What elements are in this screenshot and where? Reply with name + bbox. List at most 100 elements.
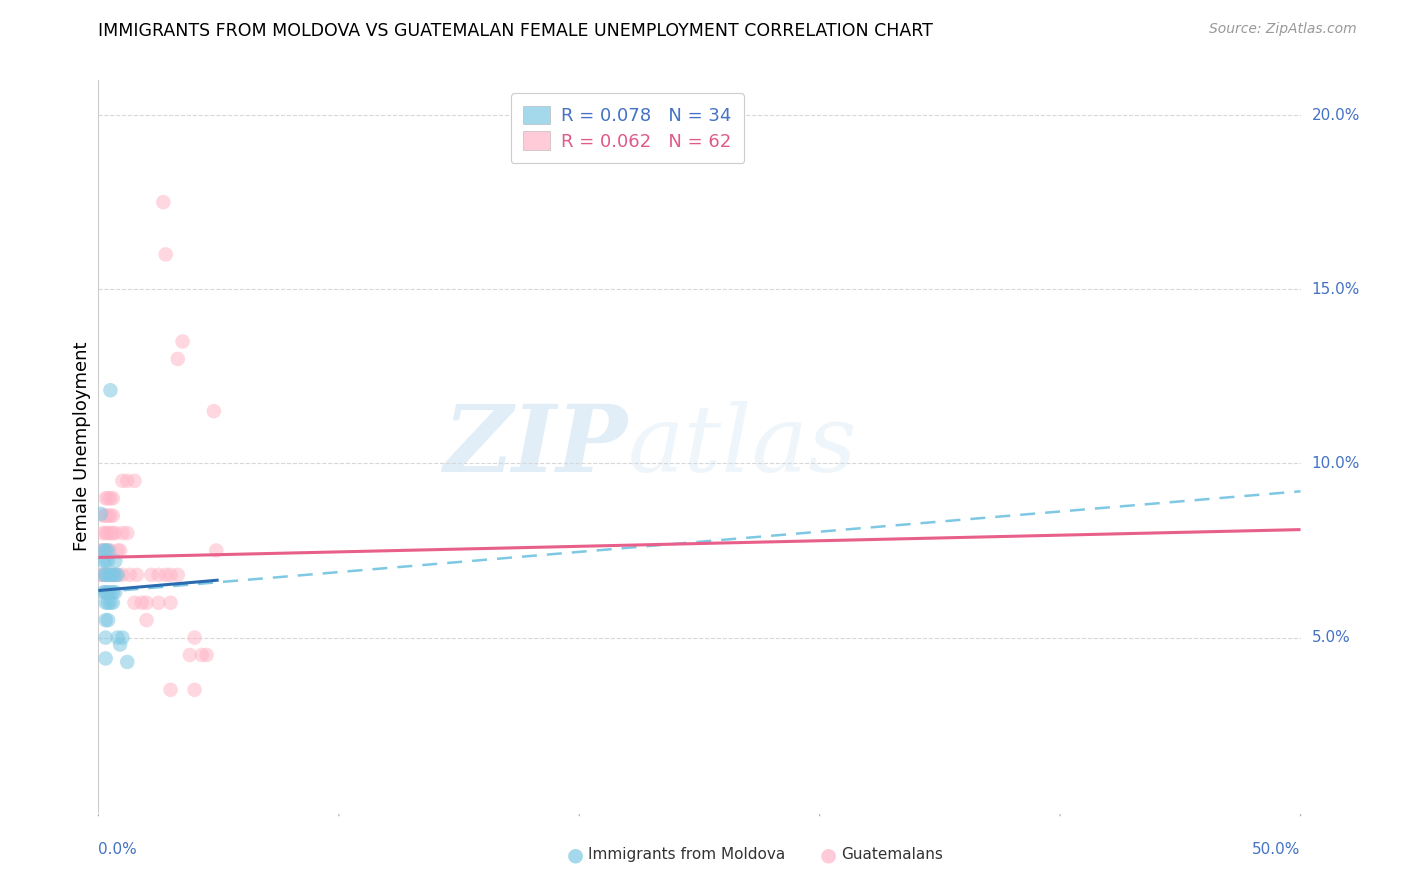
Point	[101, 526, 124, 541]
Text: IMMIGRANTS FROM MOLDOVA VS GUATEMALAN FEMALE UNEMPLOYMENT CORRELATION CHART: IMMIGRANTS FROM MOLDOVA VS GUATEMALAN FE…	[98, 22, 934, 40]
Point	[90, 567, 112, 582]
Point	[94, 543, 117, 558]
Point	[94, 526, 117, 541]
Point	[104, 526, 127, 541]
Point	[100, 567, 122, 582]
Point	[91, 567, 114, 582]
Point	[100, 567, 122, 582]
Point	[152, 195, 174, 210]
Point	[94, 585, 117, 599]
Point	[159, 567, 181, 582]
Point	[124, 596, 146, 610]
Point	[101, 508, 124, 523]
Point	[100, 596, 122, 610]
Point	[125, 567, 148, 582]
Point	[94, 596, 117, 610]
Point	[104, 567, 127, 582]
Point	[148, 596, 170, 610]
Point	[155, 247, 177, 261]
Point	[91, 543, 114, 558]
Text: 20.0%: 20.0%	[1312, 108, 1360, 122]
Text: 5.0%: 5.0%	[1312, 630, 1350, 645]
Point	[118, 567, 141, 582]
Point	[191, 648, 214, 662]
Point	[172, 334, 194, 349]
Text: ●: ●	[820, 845, 837, 864]
Point	[94, 491, 117, 506]
Point	[97, 508, 120, 523]
Point	[166, 567, 188, 582]
Point	[91, 554, 114, 568]
Point	[100, 526, 122, 541]
Point	[94, 554, 117, 568]
Point	[202, 404, 225, 418]
Point	[205, 543, 228, 558]
Point	[104, 585, 127, 599]
Point	[97, 526, 120, 541]
Point	[141, 567, 163, 582]
Point	[159, 682, 181, 697]
Point	[108, 543, 131, 558]
Point	[117, 526, 139, 541]
Point	[111, 474, 134, 488]
Point	[90, 507, 112, 521]
Point	[97, 491, 120, 506]
Point	[111, 567, 134, 582]
Point	[183, 631, 205, 645]
Point	[135, 596, 157, 610]
Point	[91, 567, 114, 582]
Point	[148, 567, 170, 582]
Point	[166, 351, 188, 366]
Legend: R = 0.078   N = 34, R = 0.062   N = 62: R = 0.078 N = 34, R = 0.062 N = 62	[510, 93, 744, 163]
Text: ●: ●	[567, 845, 583, 864]
Text: 15.0%: 15.0%	[1312, 282, 1360, 297]
Point	[91, 526, 114, 541]
Point	[107, 543, 129, 558]
Point	[94, 567, 117, 582]
Point	[94, 613, 117, 627]
Text: ZIP: ZIP	[443, 401, 627, 491]
Point	[101, 567, 124, 582]
Point	[104, 554, 127, 568]
Point	[91, 543, 114, 558]
Point	[117, 655, 139, 669]
Point	[97, 585, 120, 599]
Point	[107, 631, 129, 645]
Point	[94, 567, 117, 582]
Point	[179, 648, 201, 662]
Point	[100, 384, 122, 398]
Point	[155, 567, 177, 582]
Point	[101, 585, 124, 599]
Point	[135, 613, 157, 627]
Text: atlas: atlas	[627, 401, 856, 491]
Point	[195, 648, 218, 662]
Point	[108, 638, 131, 652]
Y-axis label: Female Unemployment: Female Unemployment	[73, 342, 91, 550]
Point	[97, 567, 120, 582]
Point	[159, 596, 181, 610]
Point	[100, 543, 122, 558]
Text: 0.0%: 0.0%	[98, 842, 138, 857]
Point	[90, 543, 112, 558]
Text: 10.0%: 10.0%	[1312, 456, 1360, 471]
Point	[97, 543, 120, 558]
Point	[124, 474, 146, 488]
Point	[111, 526, 134, 541]
Point	[94, 651, 117, 665]
Point	[94, 585, 117, 599]
Point	[94, 508, 117, 523]
Point	[107, 567, 129, 582]
Point	[101, 567, 124, 582]
Point	[97, 596, 120, 610]
Text: Guatemalans: Guatemalans	[841, 847, 942, 862]
Text: 50.0%: 50.0%	[1253, 842, 1301, 857]
Point	[94, 631, 117, 645]
Point	[97, 567, 120, 582]
Point	[94, 543, 117, 558]
Point	[100, 491, 122, 506]
Point	[107, 567, 129, 582]
Point	[91, 585, 114, 599]
Point	[101, 491, 124, 506]
Point	[100, 508, 122, 523]
Point	[104, 567, 127, 582]
